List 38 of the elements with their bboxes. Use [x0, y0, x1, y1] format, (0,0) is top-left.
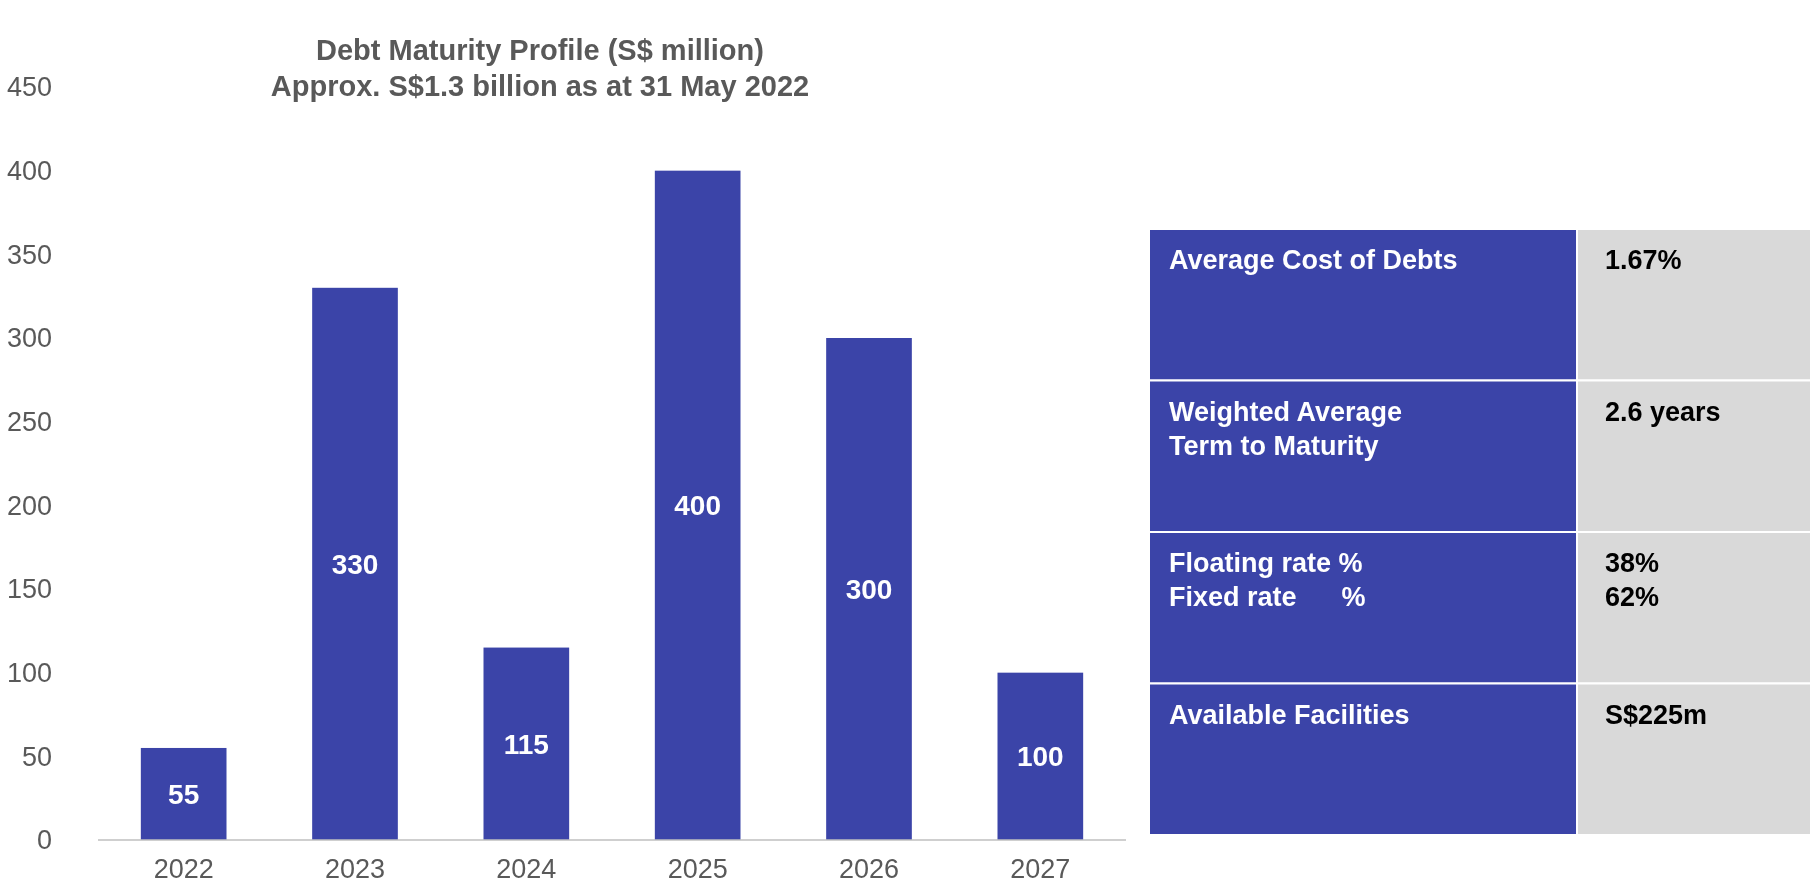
data-label: 300 [845, 573, 893, 605]
data-label: 115 [503, 728, 549, 760]
bar [997, 672, 1084, 840]
chart-title: Debt Maturity Profile (S$ million) [316, 34, 764, 66]
data-label: 400 [674, 490, 722, 522]
y-tick-label: 300 [6, 323, 52, 354]
y-tick-label: 0 [36, 825, 52, 856]
bar [483, 647, 570, 840]
y-tick-label: 400 [6, 156, 52, 187]
x-tick-label: 2024 [496, 854, 557, 884]
text: 1.67% [1605, 245, 1682, 275]
text: 2.6 years [1605, 396, 1721, 427]
x-tick-label: 2027 [1010, 854, 1071, 884]
text: Floating rate % Fixed rate % [1169, 548, 1366, 612]
y-tick-label: 150 [6, 574, 52, 605]
x-tick-label: 2023 [324, 854, 386, 884]
x-tick-label: 2025 [667, 854, 728, 884]
y-tick-label: 50 [21, 741, 52, 772]
bar [826, 338, 912, 840]
y-tick-label: 200 [6, 490, 52, 521]
x-tick-label: 2026 [838, 854, 900, 884]
text: Available Facilities [1169, 699, 1410, 730]
y-tick-label: 350 [6, 239, 52, 270]
chart-subtitle: Approx. S$1.3 billion as at 31 May 2022 [270, 70, 810, 102]
text: 38% 62% [1605, 548, 1660, 612]
text: S$225m [1605, 699, 1708, 730]
bar [140, 747, 227, 840]
text: Average Cost of Debts [1169, 245, 1458, 275]
bar [312, 287, 398, 840]
data-label: 100 [1016, 741, 1064, 773]
bar [654, 170, 741, 840]
y-tick-label: 450 [6, 72, 52, 103]
text: Weighted Average Term to Maturity [1169, 396, 1403, 461]
data-label: 330 [331, 548, 379, 580]
x-tick-label: 2022 [153, 854, 214, 884]
y-tick-label: 100 [6, 658, 52, 689]
data-label: 55 [168, 778, 200, 810]
y-tick-label: 250 [6, 407, 52, 438]
